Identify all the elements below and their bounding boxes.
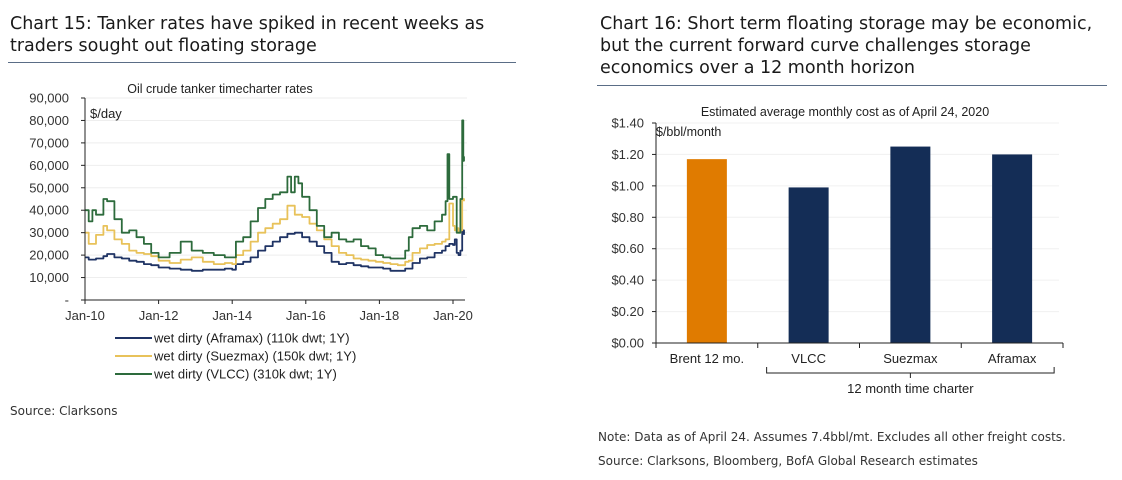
y-tick-label: $1.40 <box>611 116 644 131</box>
x-category-label: Brent 12 mo. <box>670 351 744 366</box>
x-tick-label: Jan-18 <box>360 308 400 323</box>
bar <box>686 159 727 343</box>
series-line <box>85 119 465 260</box>
line-chart-y-ticks: - 10,000 20,000 30,000 40,000 50,000 60,000 70,… <box>29 91 85 308</box>
y-tick-label: 60,000 <box>29 158 69 173</box>
line-chart-title: Oil crude tanker timecharter rates <box>127 82 313 96</box>
y-tick-label: 90,000 <box>29 91 69 106</box>
line-chart-x-ticks: Jan-10 Jan-12 Jan-14 Jan-16 Jan-18 Jan-20 <box>65 300 473 323</box>
bar <box>992 154 1033 343</box>
series-line <box>85 229 465 272</box>
tanker-rates-line-chart: Oil crude tanker timecharter rates - 10,0… <box>29 82 473 382</box>
y-tick-label: $0.20 <box>611 304 644 319</box>
y-tick-label: $0.80 <box>611 210 644 225</box>
chart16-title-divider <box>597 85 1107 86</box>
chart15-title-divider <box>8 62 516 63</box>
bar <box>788 187 829 343</box>
y-tick-label: 80,000 <box>29 113 69 128</box>
legend-label: wet dirty (Suezmax) (150k dwt; 1Y) <box>153 349 356 364</box>
x-category-label: Suezmax <box>883 351 938 366</box>
chart16-note: Note: Data as of April 24. Assumes 7.4bb… <box>598 430 1066 444</box>
group-bracket-label: 12 month time charter <box>847 381 974 396</box>
y-tick-label: $1.20 <box>611 147 644 162</box>
y-tick-label: 40,000 <box>29 203 69 218</box>
x-tick-label: Jan-12 <box>139 308 179 323</box>
chart15-source: Source: Clarksons <box>10 404 118 418</box>
bar-chart-x-labels: Brent 12 mo. VLCC Suezmax Aframax <box>655 343 1064 366</box>
legend-label: wet dirty (VLCC) (310k dwt; 1Y) <box>153 367 337 382</box>
line-chart-gridlines <box>85 97 467 279</box>
x-tick-label: Jan-16 <box>286 308 326 323</box>
x-tick-label: Jan-10 <box>65 308 105 323</box>
bar-chart-group-bracket: 12 month time charter <box>766 367 1055 396</box>
group-bracket-line <box>766 367 1055 374</box>
line-chart-series <box>85 119 465 272</box>
series-line <box>85 198 465 267</box>
line-chart-unit-label: $/day <box>90 106 122 121</box>
y-tick-label: 20,000 <box>29 248 69 263</box>
y-tick-label: $0.60 <box>611 241 644 256</box>
storage-cost-bar-chart: Estimated average monthly cost as of Apr… <box>611 105 1064 396</box>
y-tick-label: $1.00 <box>611 178 644 193</box>
y-tick-label: 50,000 <box>29 180 69 195</box>
bar-chart-bars <box>686 146 1033 343</box>
line-chart-legend: wet dirty (Aframax) (110k dwt; 1Y) wet di… <box>115 331 356 382</box>
x-tick-label: Jan-20 <box>433 308 473 323</box>
x-category-label: Aframax <box>988 351 1037 366</box>
chart16-source: Source: Clarksons, Bloomberg, BofA Globa… <box>598 454 978 468</box>
y-tick-label: 30,000 <box>29 225 69 240</box>
y-tick-label: - <box>65 293 69 308</box>
y-tick-label: $0.40 <box>611 273 644 288</box>
chart16-title: Chart 16: Short term floating storage ma… <box>600 14 1093 78</box>
bar <box>890 146 931 343</box>
legend-label: wet dirty (Aframax) (110k dwt; 1Y) <box>153 331 350 346</box>
y-tick-label: $0.00 <box>611 336 644 351</box>
chart15-title: Chart 15: Tanker rates have spiked in re… <box>10 14 485 56</box>
bar-chart-unit-label: $/bbl/month <box>656 125 721 139</box>
x-tick-label: Jan-14 <box>212 308 252 323</box>
bar-chart-title: Estimated average monthly cost as of Apr… <box>701 105 989 119</box>
x-category-label: VLCC <box>791 351 826 366</box>
y-tick-label: 70,000 <box>29 135 69 150</box>
y-tick-label: 10,000 <box>29 270 69 285</box>
bar-chart-y-ticks: $0.00 $0.20 $0.40 $0.60 $0.80 $1.00 $1.20 $1.40 <box>611 116 656 351</box>
